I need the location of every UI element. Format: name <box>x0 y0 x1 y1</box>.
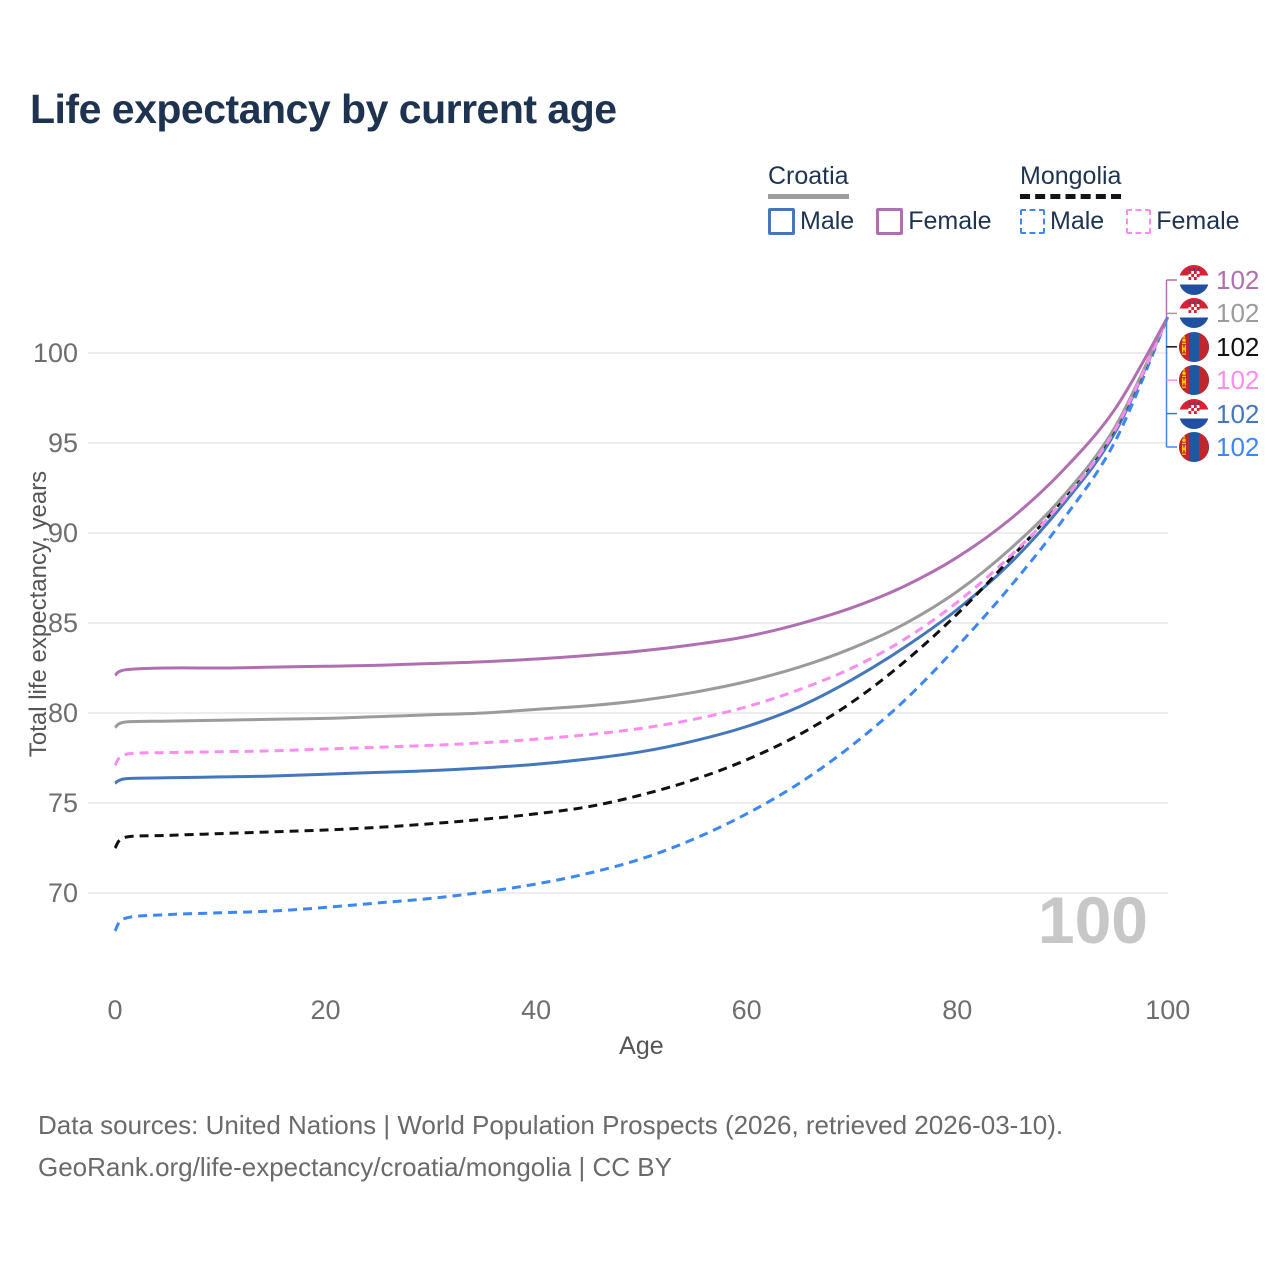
croatia-male-swatch-icon <box>768 208 795 235</box>
end-label-value: 102 <box>1216 265 1260 295</box>
end-label-croatia-male: 102 <box>1179 398 1260 429</box>
end-label-value: 102 <box>1216 432 1260 462</box>
legend-item-mongolia-male[interactable]: Male <box>1020 207 1104 236</box>
curve-mongolia-male[interactable] <box>113 316 1170 932</box>
mongolia-flag-icon <box>1179 432 1209 462</box>
x-tick-label-80: 80 <box>942 995 972 1025</box>
x-tick-label-40: 40 <box>521 995 551 1025</box>
legend-label-croatia-male: Male <box>800 207 855 235</box>
attribution-line: GeoRank.org/life-expectancy/croatia/mong… <box>38 1152 672 1182</box>
curve-mongolia-female[interactable] <box>113 316 1170 767</box>
x-tick-label-0: 0 <box>107 995 122 1025</box>
legend-item-croatia-female[interactable]: Female <box>876 207 992 236</box>
end-label-mongolia-female: 102 <box>1179 365 1260 396</box>
data-sources-line: Data sources: United Nations | World Pop… <box>38 1110 1064 1140</box>
end-label-value: 102 <box>1216 298 1260 329</box>
curve-mongolia-all[interactable] <box>113 316 1170 850</box>
legend-item-mongolia-female[interactable]: Female <box>1126 207 1240 236</box>
y-tick-label-75: 75 <box>48 788 78 818</box>
legend-group-mongolia: Mongolia Male Female <box>1020 162 1240 236</box>
mongolia-male-swatch-icon <box>1020 209 1045 234</box>
mongolia-female-swatch-icon <box>1126 209 1152 234</box>
end-label-croatia-all: 102 <box>1179 298 1260 329</box>
y-tick-label-95: 95 <box>48 428 78 458</box>
legend-title-croatia: Croatia <box>768 162 849 199</box>
curve-croatia-male[interactable] <box>114 316 1170 785</box>
legend-label-croatia-female: Female <box>908 207 992 235</box>
y-tick-label-80: 80 <box>48 698 78 728</box>
curve-croatia-all[interactable] <box>114 316 1170 729</box>
end-label-croatia-female: 102 <box>1179 265 1259 295</box>
legend-title-mongolia: Mongolia <box>1020 162 1122 199</box>
end-label-value: 102 <box>1216 331 1260 362</box>
legend-label-mongolia-male: Male <box>1050 207 1105 235</box>
x-tick-label-20: 20 <box>311 995 341 1025</box>
legend-label-mongolia-female: Female <box>1156 207 1240 235</box>
end-label-value: 102 <box>1216 398 1260 429</box>
page-title: Life expectancy by current age <box>30 86 617 132</box>
end-label-mongolia-male: 102 <box>1179 432 1259 462</box>
croatia-flag-icon <box>1179 298 1209 329</box>
x-tick-label-100: 100 <box>1145 995 1190 1025</box>
croatia-flag-icon <box>1179 265 1209 295</box>
x-axis-title: Age <box>619 1032 663 1060</box>
croatia-female-swatch-icon <box>876 208 904 235</box>
watermark: 100 <box>1038 883 1148 957</box>
legend-item-croatia-male[interactable]: Male <box>768 207 854 236</box>
y-tick-label-85: 85 <box>48 608 78 638</box>
y-tick-label-100: 100 <box>33 338 78 368</box>
curve-croatia-female[interactable] <box>114 316 1170 677</box>
mongolia-flag-icon <box>1179 365 1209 396</box>
mongolia-flag-icon <box>1179 331 1209 362</box>
y-tick-label-70: 70 <box>48 878 78 908</box>
x-tick-label-60: 60 <box>732 995 762 1025</box>
croatia-flag-icon <box>1179 398 1209 429</box>
y-axis-title: Total life expectancy, years <box>25 471 52 757</box>
end-label-mongolia-all: 102 <box>1179 331 1260 362</box>
y-tick-label-90: 90 <box>48 518 78 548</box>
end-label-value: 102 <box>1216 365 1260 396</box>
legend-group-croatia: Croatia Male Female <box>768 162 992 236</box>
footer: Data sources: United Nations | World Pop… <box>38 1104 1063 1188</box>
